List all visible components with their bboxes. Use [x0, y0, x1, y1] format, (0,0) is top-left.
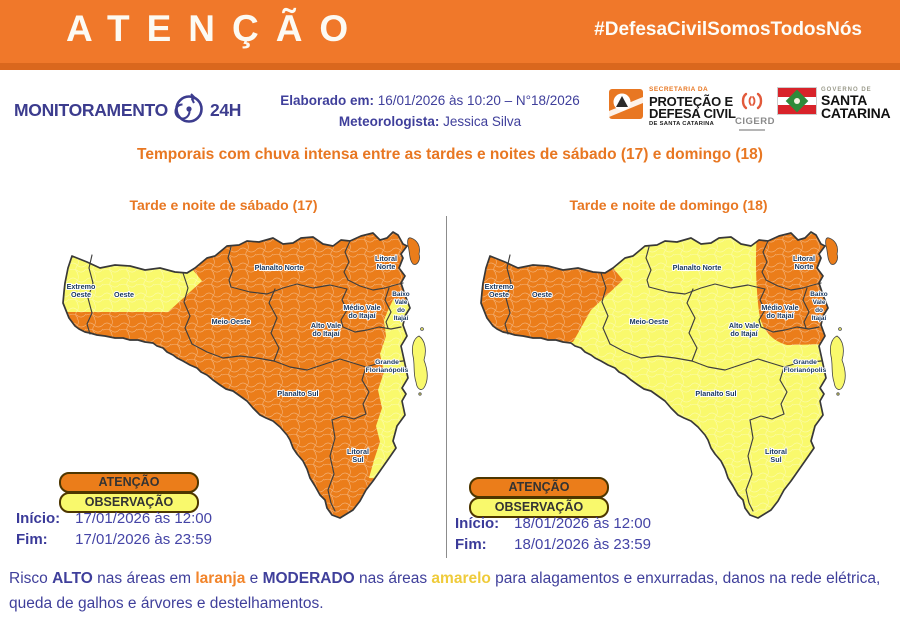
bulletin-info: Elaborado em: 16/01/2026 às 10:20 – N°18… [250, 90, 610, 132]
risk-color-laranja: laranja [195, 570, 246, 587]
risk-level-alto: ALTO [52, 570, 93, 587]
map-sunday [480, 231, 846, 519]
civil-defense-logo: SECRETARIA DA PROTEÇÃO E DEFESA CIVIL DE… [608, 86, 736, 127]
elaborated-label: Elaborado em: [280, 93, 374, 108]
start-label: Início: [16, 510, 61, 527]
legend-attention-sunday: ATENÇÃO [469, 477, 609, 498]
end-value: 17/01/2026 às 23:59 [75, 531, 212, 548]
start-row-saturday: Início: 17/01/2026 às 12:00 [16, 510, 212, 527]
maps-canvas: Extremo Oeste Oeste Meio-Oeste Planalto … [62, 231, 846, 519]
legend-observation-sunday: OBSERVAÇÃO [469, 497, 609, 518]
civil-defense-icon [608, 87, 644, 126]
end-row-saturday: Fim: 17/01/2026 às 23:59 [16, 531, 212, 548]
cigerd-label: CIGERD [735, 116, 775, 127]
cigerd-subtext-line [739, 129, 765, 131]
cigerd-logo: CIGERD [735, 92, 775, 131]
alert-banner: ATENÇÃO #DefesaCivilSomosTodosNós [0, 0, 900, 63]
elaborated-value: 16/01/2026 às 10:20 – N°18/2026 [377, 93, 580, 108]
end-row-sunday: Fim: 18/01/2026 às 23:59 [455, 536, 651, 553]
banner-title: ATENÇÃO [66, 8, 366, 49]
risk-text: nas áreas em [92, 570, 196, 587]
panel-title-sunday: Tarde e noite de domingo (18) [569, 197, 768, 213]
cigerd-icon [739, 92, 765, 114]
panel-divider [446, 216, 447, 558]
banner-hashtag: #DefesaCivilSomosTodosNós [594, 19, 862, 40]
risk-summary: Risco ALTO nas áreas em laranja e MODERA… [9, 567, 895, 617]
civil-defense-line1: SECRETARIA DA [649, 86, 709, 93]
start-value: 18/01/2026 às 12:00 [514, 515, 651, 532]
government-text: GOVERNO DE SANTA CATARINA [821, 87, 891, 121]
meteorologist-value: Jessica Silva [443, 114, 522, 129]
civil-defense-line4: DE SANTA CATARINA [649, 120, 715, 127]
risk-color-amarelo: amarelo [431, 570, 491, 587]
risk-text: Risco [9, 570, 53, 587]
monitoring-24h-label: 24H [209, 100, 242, 120]
legend-observation-saturday: OBSERVAÇÃO [59, 492, 199, 513]
start-value: 17/01/2026 às 12:00 [75, 510, 212, 527]
government-line1: GOVERNO DE [821, 87, 872, 93]
elaborated-line: Elaborado em: 16/01/2026 às 10:20 – N°18… [250, 90, 610, 111]
risk-level-moderado: MODERADO [262, 570, 355, 587]
start-label: Início: [455, 515, 500, 532]
government-line2: SANTA [821, 92, 868, 108]
page-title: Temporais com chuva intensa entre as tar… [137, 146, 763, 163]
legend-attention-saturday: ATENÇÃO [59, 472, 199, 493]
civil-defense-line3: DEFESA CIVIL [649, 105, 736, 121]
government-logo: GOVERNO DE SANTA CATARINA [777, 87, 891, 121]
government-line3: CATARINA [821, 105, 891, 121]
end-value: 18/01/2026 às 23:59 [514, 536, 651, 553]
civil-defense-text: SECRETARIA DA PROTEÇÃO E DEFESA CIVIL DE… [649, 86, 736, 127]
panel-title-saturday: Tarde e noite de sábado (17) [129, 197, 318, 213]
end-label: Fim: [16, 531, 48, 548]
risk-text: para alagamentos e enxurradas, danos na … [9, 570, 881, 612]
meteorologist-line: Meteorologista: Jessica Silva [250, 111, 610, 132]
santa-catarina-flag-icon [777, 87, 817, 115]
monitoring-label: MONITORAMENTO [14, 100, 168, 120]
risk-text: nas áreas [354, 570, 432, 587]
monitoring-24h-logo: MONITORAMENTO 24H [14, 90, 241, 131]
civil-defense-line2: PROTEÇÃO E [649, 93, 733, 109]
clock-radar-icon [171, 90, 207, 131]
meteorologist-label: Meteorologista: [338, 114, 440, 129]
start-row-sunday: Início: 18/01/2026 às 12:00 [455, 515, 651, 532]
end-label: Fim: [455, 536, 487, 553]
banner-bottom-strip [0, 63, 900, 70]
risk-text: e [245, 570, 263, 587]
